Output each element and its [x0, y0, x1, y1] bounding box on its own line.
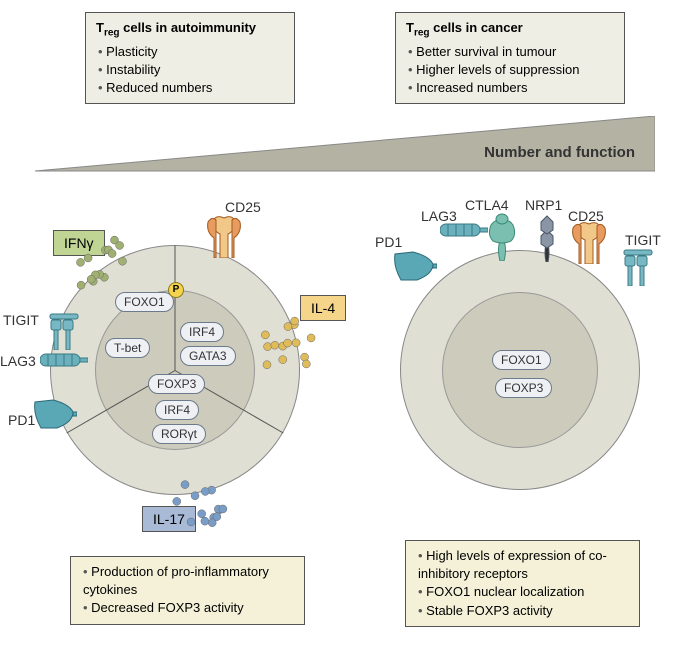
list-item: FOXO1 nuclear localization [418, 583, 629, 601]
right-bottom-list: High levels of expression of co-inhibito… [416, 547, 629, 620]
sector-divider [175, 246, 176, 371]
transcription-factor-label: FOXP3 [495, 378, 552, 398]
lag3-receptor-icon [440, 222, 488, 247]
number-function-wedge: Number and function [35, 116, 655, 176]
ctla4-receptor-icon [487, 213, 517, 266]
receptor-label: CD25 [225, 199, 261, 215]
receptor-label: TIGIT [625, 232, 661, 248]
pd1-receptor-icon [393, 250, 437, 291]
cell-nucleus [442, 292, 598, 448]
list-item: Plasticity [98, 43, 284, 61]
receptor-label: LAG3 [421, 208, 457, 224]
cytokine-dots [255, 305, 325, 375]
wedge-label: Number and function [484, 144, 635, 161]
transcription-factor-label: IRF4 [155, 400, 199, 420]
receptor-label: CTLA4 [465, 197, 509, 213]
autoimmunity-list: PlasticityInstabilityReduced numbers [96, 43, 284, 98]
list-item: Increased numbers [408, 79, 614, 97]
autoimmunity-title: Treg cells in autoimmunity [96, 19, 284, 41]
autoimmunity-box: Treg cells in autoimmunity PlasticityIns… [85, 12, 295, 104]
cancer-list: Better survival in tumourHigher levels o… [406, 43, 614, 98]
right-bottom-box: High levels of expression of co-inhibito… [405, 540, 640, 627]
receptor-label: TIGIT [3, 312, 39, 328]
transcription-factor-label: FOXO1 [492, 350, 551, 370]
list-item: Instability [98, 61, 284, 79]
list-item: Stable FOXP3 activity [418, 602, 629, 620]
left-bottom-box: Production of pro-inflammatory cytokines… [70, 556, 305, 625]
tigit-receptor-icon [46, 310, 82, 355]
receptor-label: NRP1 [525, 197, 562, 213]
nrp1-receptor-icon [535, 212, 559, 267]
phospho-badge: P [168, 282, 184, 298]
receptor-label: CD25 [568, 208, 604, 224]
cytokine-dots [70, 230, 140, 300]
list-item: Higher levels of suppression [408, 61, 614, 79]
transcription-factor-label: T-bet [105, 338, 150, 358]
lag3-receptor-icon [40, 352, 88, 377]
list-item: Decreased FOXP3 activity [83, 599, 294, 617]
receptor-label: PD1 [8, 412, 35, 428]
list-item: Better survival in tumour [408, 43, 614, 61]
cd25-receptor-icon [571, 220, 607, 269]
cd25-receptor-icon [206, 214, 242, 263]
cancer-box: Treg cells in cancer Better survival in … [395, 12, 625, 104]
list-item: High levels of expression of co-inhibito… [418, 547, 629, 583]
transcription-factor-label: IRF4 [180, 322, 224, 342]
cytokine-dots [165, 465, 235, 535]
receptor-label: PD1 [375, 234, 402, 250]
left-bottom-list: Production of pro-inflammatory cytokines… [81, 563, 294, 618]
transcription-factor-label: RORγt [152, 424, 206, 444]
transcription-factor-label: GATA3 [180, 346, 236, 366]
cancer-title: Treg cells in cancer [406, 19, 614, 41]
receptor-label: LAG3 [0, 353, 36, 369]
pd1-receptor-icon [33, 398, 77, 439]
list-item: Production of pro-inflammatory cytokines [83, 563, 294, 599]
tigit-receptor-icon [620, 246, 656, 291]
list-item: Reduced numbers [98, 79, 284, 97]
transcription-factor-label: FOXP3 [148, 374, 205, 394]
